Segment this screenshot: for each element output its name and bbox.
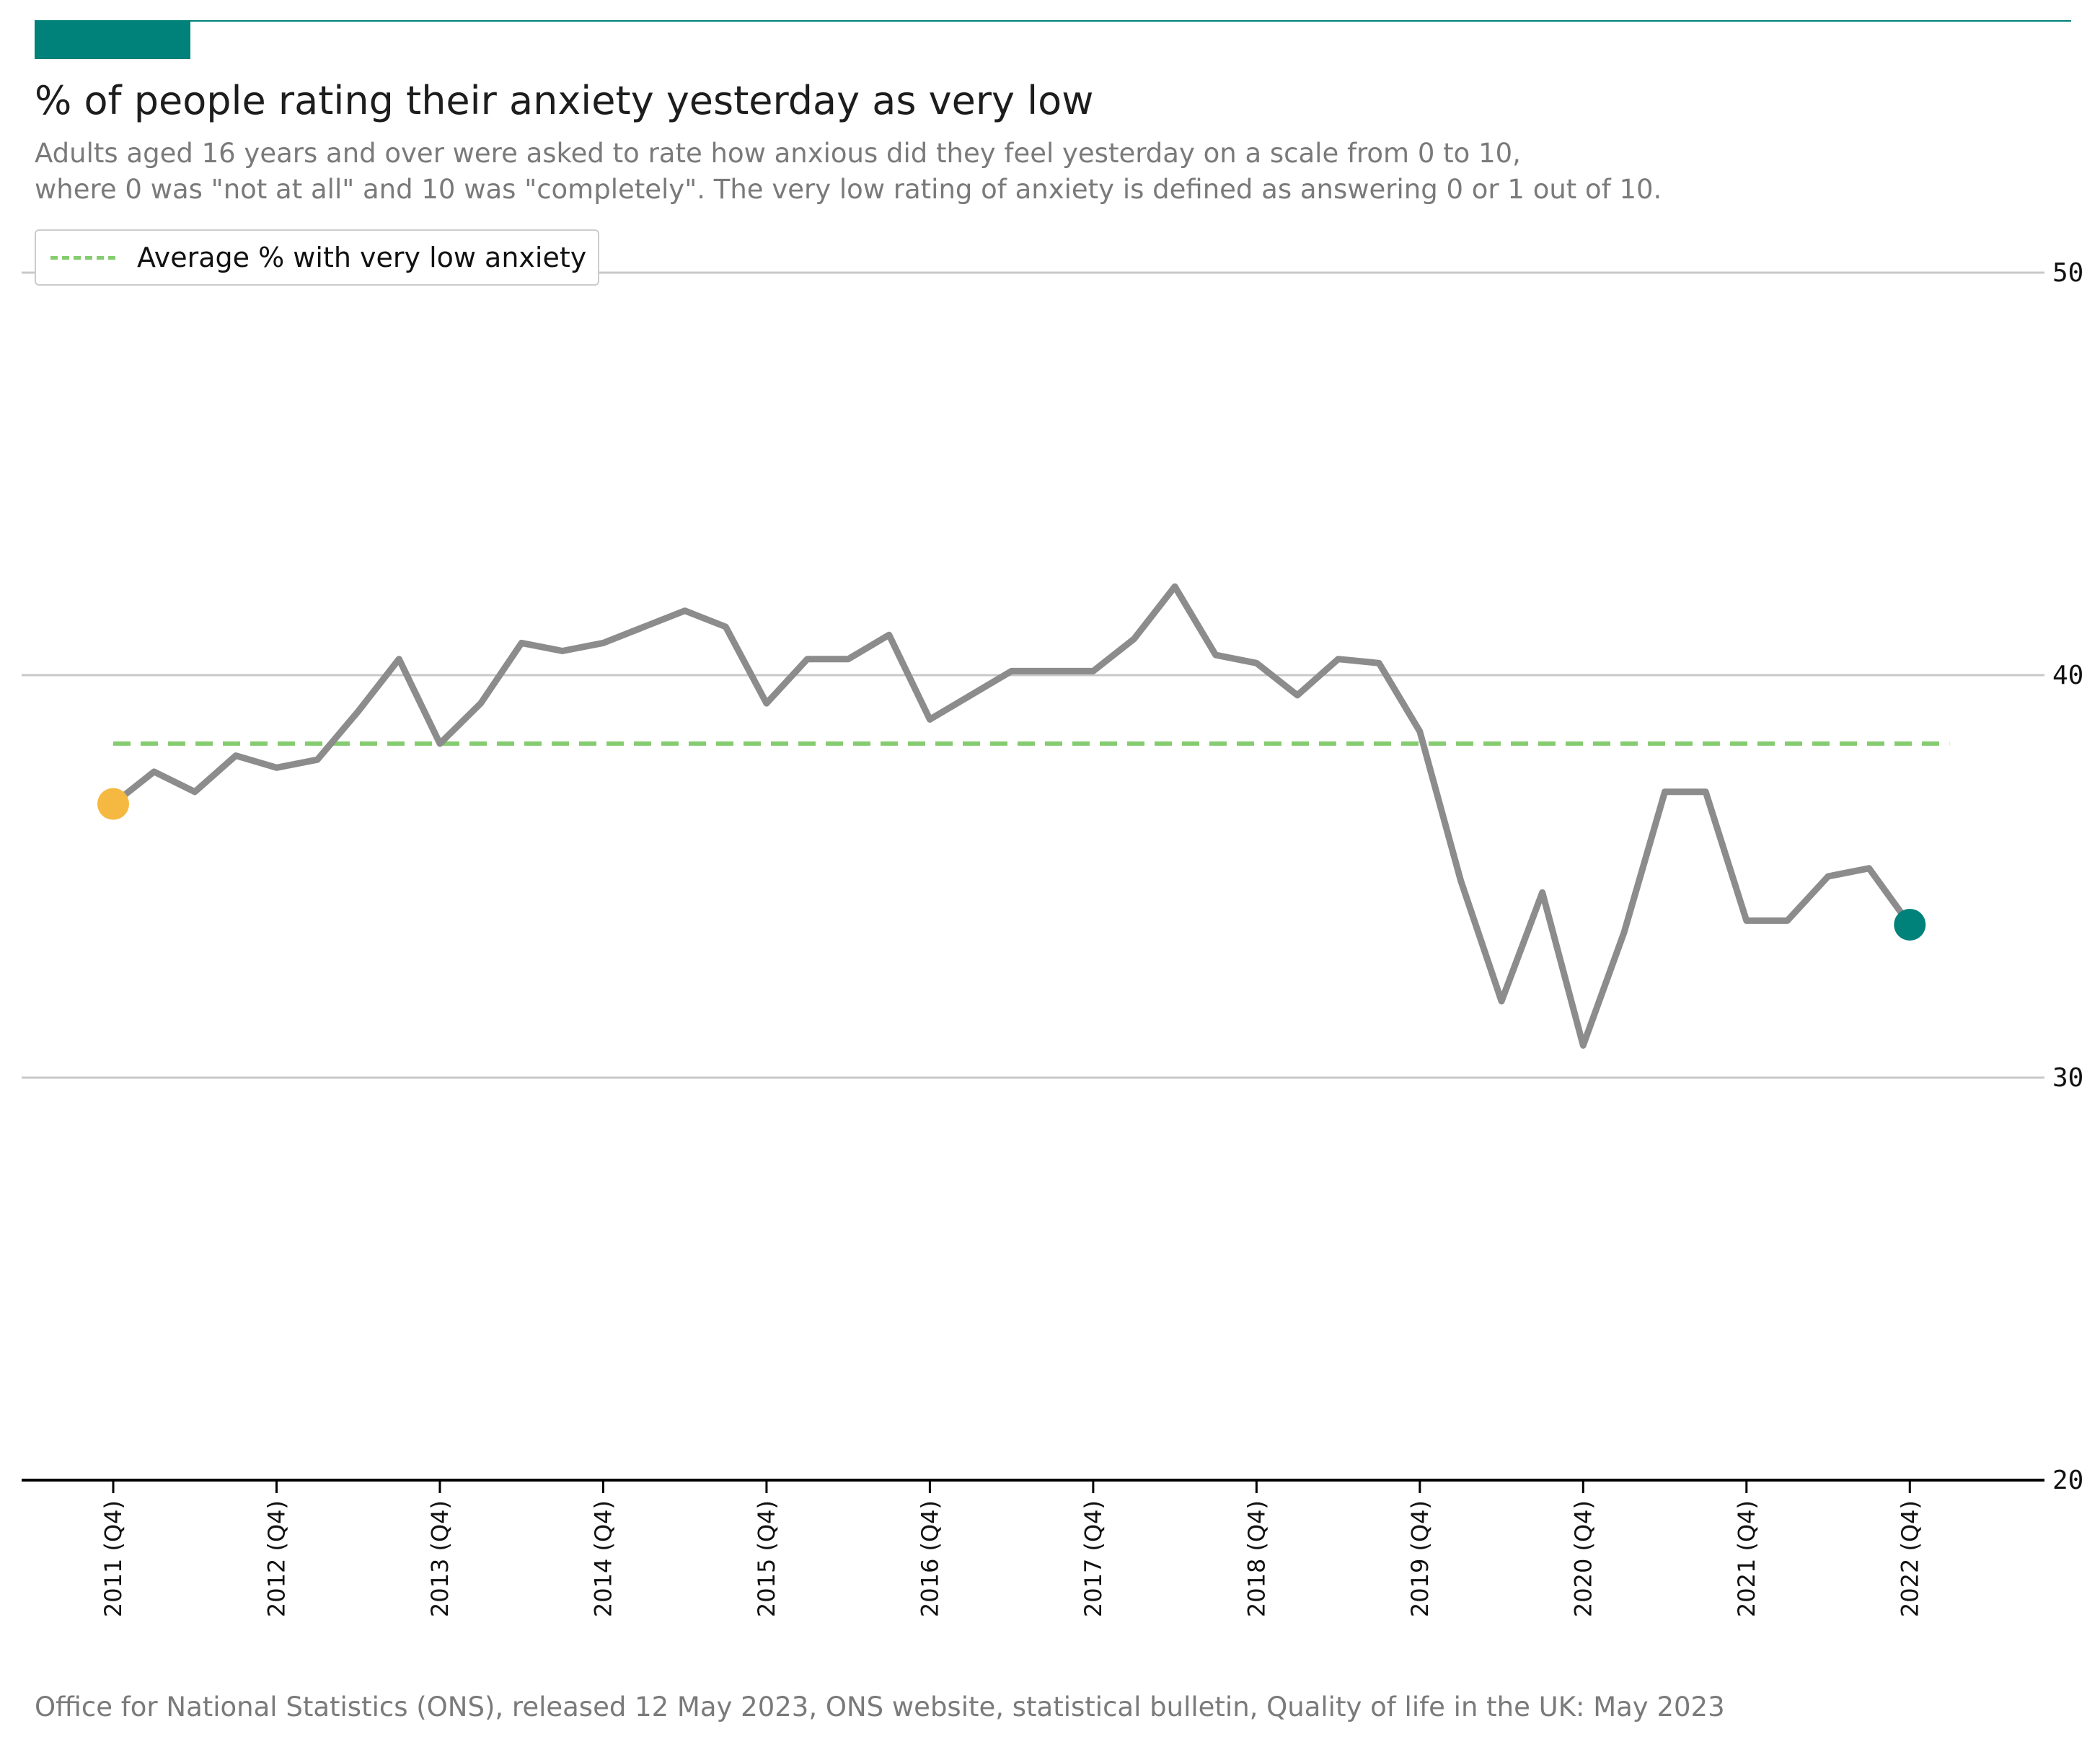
x-tick-label: 2012 (Q4)	[262, 1500, 290, 1617]
y-tick-label: 20	[2052, 1466, 2083, 1495]
x-tick-label: 2015 (Q4)	[753, 1500, 780, 1617]
chart-subtitle: Adults aged 16 years and over were asked…	[35, 136, 1662, 208]
legend-dashed-line-icon	[50, 255, 115, 260]
header-accent-line	[35, 20, 2071, 22]
chart-title: % of people rating their anxiety yesterd…	[35, 78, 1094, 123]
y-tick-label: 30	[2052, 1063, 2083, 1093]
y-tick-label: 50	[2052, 258, 2083, 288]
endpoint-markers	[97, 788, 1926, 941]
gridlines	[22, 271, 2044, 1079]
subtitle-line-2: where 0 was "not at all" and 10 was "com…	[35, 174, 1662, 205]
x-tick-label: 2014 (Q4)	[589, 1500, 617, 1617]
legend: Average % with very low anxiety	[35, 229, 600, 286]
y-tick-label: 40	[2052, 661, 2083, 690]
x-tick-label: 2021 (Q4)	[1733, 1500, 1760, 1617]
x-tick-label: 2020 (Q4)	[1569, 1500, 1597, 1617]
anxiety-series	[110, 583, 1913, 1049]
x-tick-label: 2016 (Q4)	[916, 1500, 943, 1617]
end-point-marker	[1894, 908, 1926, 941]
x-tick-label: 2017 (Q4)	[1080, 1500, 1107, 1617]
x-axis-ticks: 2011 (Q4) 2012 (Q4) 2013 (Q4) 2014 (Q4) 2015…	[100, 1480, 1923, 1617]
x-tick-label: 2013 (Q4)	[426, 1500, 454, 1617]
subtitle-line-1: Adults aged 16 years and over were asked…	[35, 138, 1521, 169]
x-tick-label: 2018 (Q4)	[1243, 1500, 1270, 1617]
x-tick-label: 2019 (Q4)	[1406, 1500, 1434, 1617]
header-accent-block	[35, 22, 190, 59]
source-note: Office for National Statistics (ONS), re…	[35, 1691, 1725, 1722]
x-tick-label: 2011 (Q4)	[100, 1500, 127, 1617]
legend-label: Average % with very low anxiety	[137, 242, 587, 273]
series-line	[110, 583, 1913, 1049]
start-point-marker	[97, 788, 129, 820]
x-tick-label: 2022 (Q4)	[1896, 1500, 1923, 1617]
y-axis-ticks: 50 40 30 20	[2052, 258, 2083, 1495]
